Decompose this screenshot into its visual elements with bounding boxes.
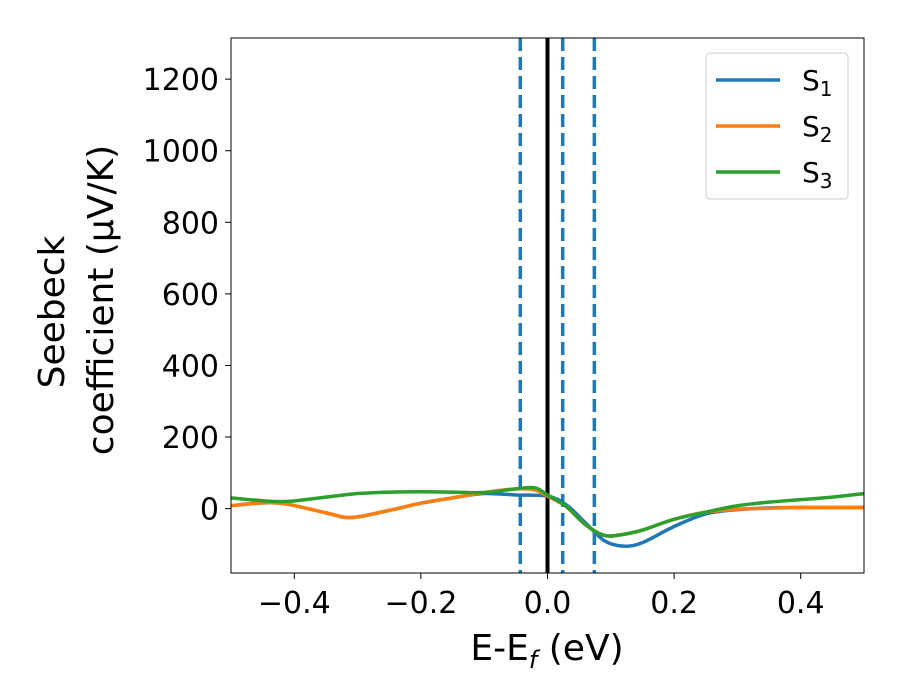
x-tick-label: 0.0 xyxy=(524,586,572,621)
y-tick-label: 200 xyxy=(162,421,219,456)
y-tick-label: 1200 xyxy=(143,63,219,98)
y-tick-label: 800 xyxy=(162,206,219,241)
y-tick-label: 1000 xyxy=(143,135,219,170)
x-axis-title: E-Ef (eV) xyxy=(470,628,623,674)
series-line-s3 xyxy=(231,485,864,538)
x-tick-label: 0.4 xyxy=(777,586,825,621)
y-tick-label: 0 xyxy=(200,493,219,528)
y-tick-label: 400 xyxy=(162,349,219,384)
y-tick-label: 600 xyxy=(162,278,219,313)
y-axis-title-line2: coefficient (μV/K) xyxy=(81,145,122,455)
x-tick-label: 0.2 xyxy=(650,586,698,621)
x-tick-label: −0.2 xyxy=(384,586,457,621)
y-axis-title-line1: Seebeck xyxy=(32,235,73,388)
x-tick-label: −0.4 xyxy=(258,586,331,621)
